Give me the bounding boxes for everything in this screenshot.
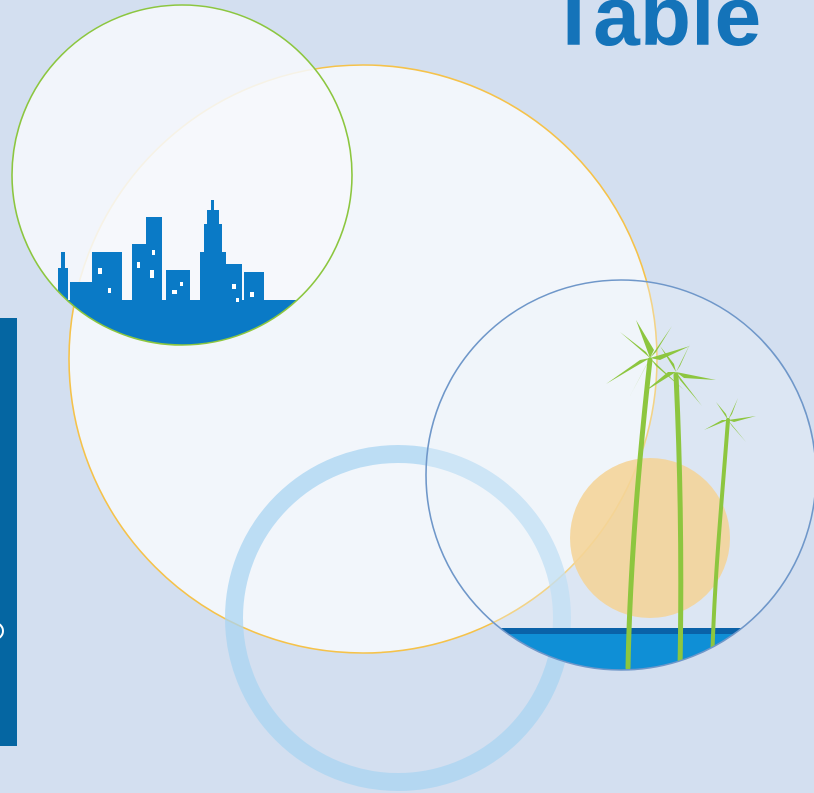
- sea-icon: [426, 628, 814, 670]
- light-blue-ring: [225, 445, 571, 791]
- side-accent-bar: [0, 318, 17, 746]
- sun-icon: [570, 458, 730, 618]
- page-title: Table: [548, 0, 762, 63]
- palm-tree-icon: [625, 357, 730, 670]
